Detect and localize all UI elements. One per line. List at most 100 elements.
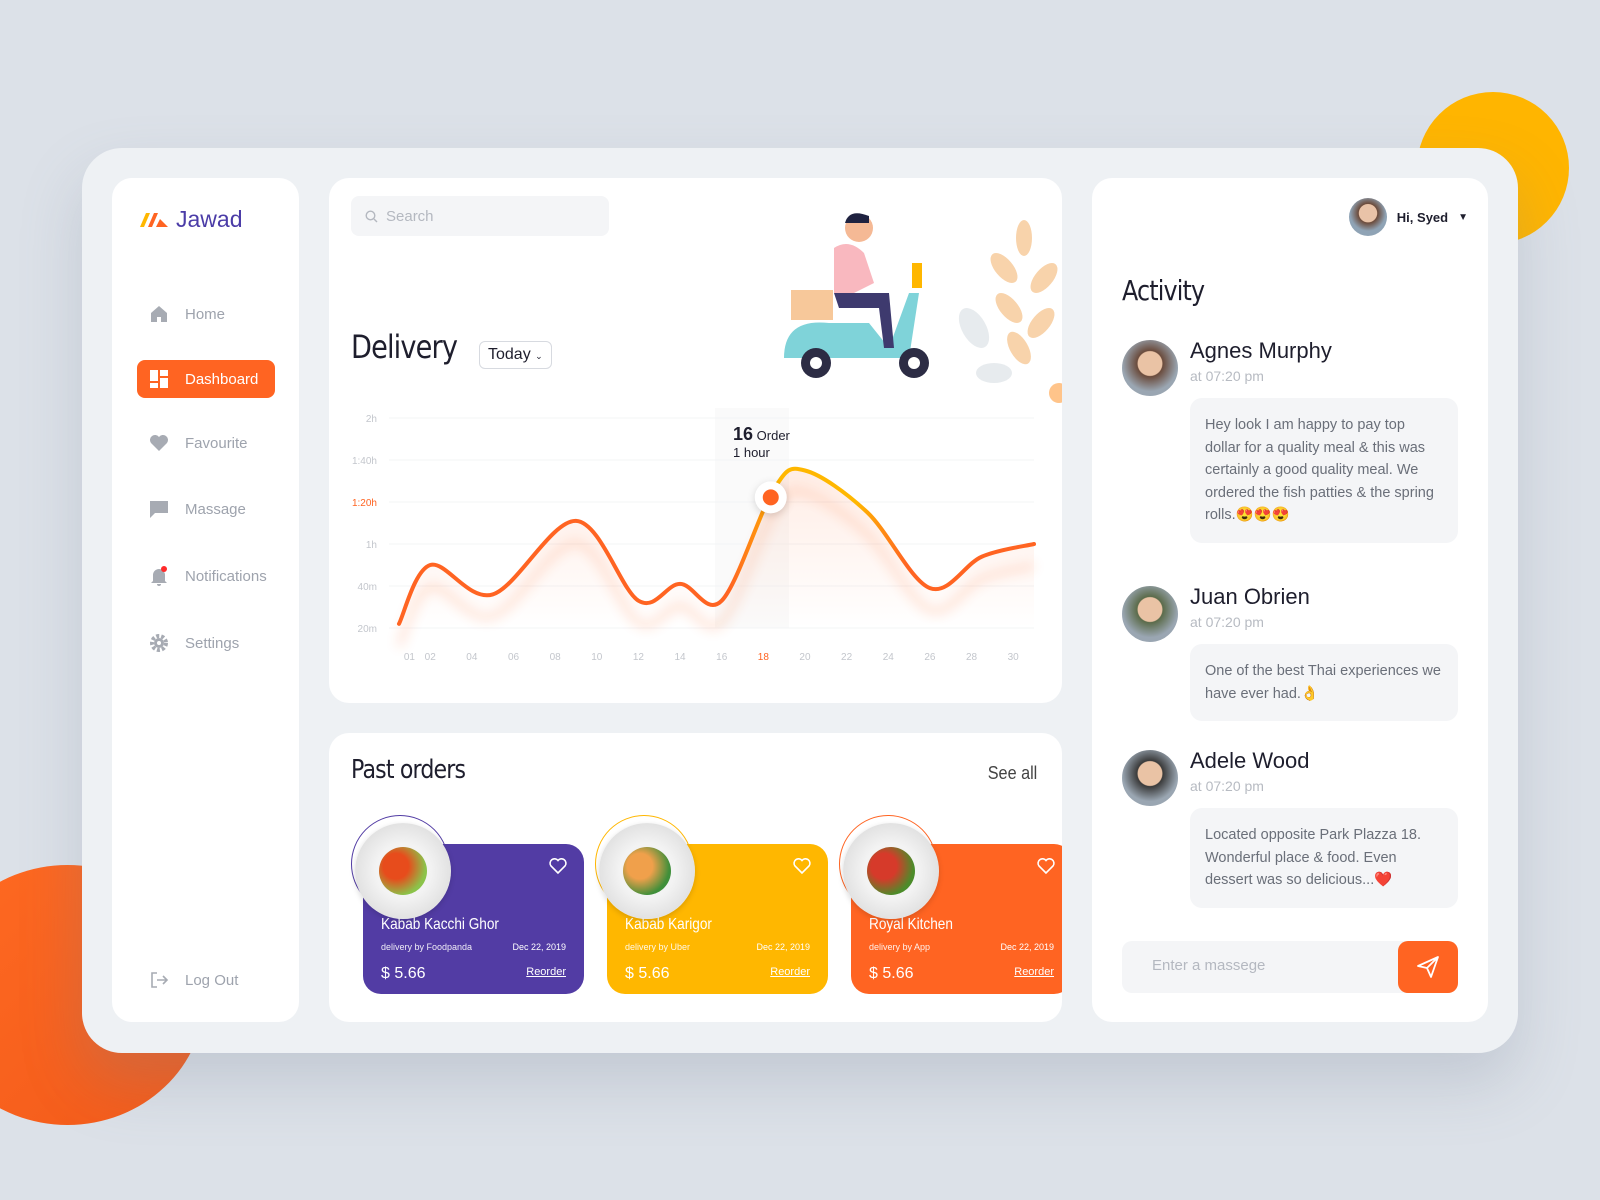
logout-label: Log Out [185,971,239,989]
logout-button[interactable]: Log Out [137,961,275,999]
period-dropdown[interactable]: Today ⌄ [479,341,552,369]
restaurant-name: Kabab Kacchi Ghor [381,916,499,933]
order-card[interactable]: Kabab Karigor delivery by Uber Dec 22, 2… [607,844,828,994]
chart-area-fill [399,468,1034,628]
delivery-line [397,466,1036,626]
sidebar-item-favourite[interactable]: Favourite [137,424,275,462]
logout-icon [151,972,169,988]
activity-user-name: Adele Wood [1190,748,1310,773]
favorite-heart-icon[interactable] [1036,856,1056,876]
sidebar-item-notifications[interactable]: Notifications [137,557,275,595]
user-menu[interactable]: Hi, Syed ▼ [1348,198,1468,236]
search-input[interactable]: Search [351,196,609,236]
period-value: Today [488,346,531,363]
dashboard-icon [150,370,168,388]
y-tick-label: 2h [366,414,377,425]
y-tick-label: 20m [358,624,377,635]
x-tick-label: 14 [675,652,687,663]
search-placeholder: Search [386,207,434,225]
caret-down-icon: ▼ [1458,211,1468,223]
activity-time: at 07:20 pm [1190,368,1264,384]
avatar [1122,750,1178,806]
x-tick-label: 26 [924,652,936,663]
brand-name: Jawad [176,206,243,232]
x-tick-label: 06 [508,652,520,663]
food-image [843,823,939,919]
x-tick-label: 02 [425,652,437,663]
x-tick-label: 16 [716,652,728,663]
logo[interactable]: Jawad [138,206,242,233]
x-tick-label: 01 [404,652,416,663]
delivery-provider: delivery by Foodpanda [381,942,473,952]
x-tick-label: 08 [550,652,562,663]
x-tick-label: 04 [466,652,478,663]
see-all-link[interactable]: See all [987,763,1038,783]
chevron-down-icon: ⌄ [535,351,543,361]
restaurant-name: Royal Kitchen [869,916,953,933]
logo-icon [140,212,168,227]
food-image [599,823,695,919]
reorder-link[interactable]: Reorder [770,966,810,978]
past-orders-title: Past orders [351,755,466,785]
restaurant-name: Kabab Karigor [625,916,712,933]
reorder-link[interactable]: Reorder [1014,966,1054,978]
avatar [1122,586,1178,642]
send-button[interactable] [1398,941,1458,993]
sidebar-item-label: Notifications [185,567,267,585]
bell-icon [151,566,167,586]
order-date: Dec 22, 2019 [756,942,810,952]
search-icon [365,209,378,222]
delivery-title: Delivery [351,328,458,366]
sidebar-item-label: Favourite [185,434,248,452]
activity-time: at 07:20 pm [1190,778,1264,794]
tooltip-count: 16 [733,424,754,444]
line-shadow [396,488,1035,647]
favorite-heart-icon[interactable] [548,856,568,876]
order-price: $ 5.66 [625,965,670,982]
sidebar-item-dashboard[interactable]: Dashboard [137,360,275,398]
reorder-link[interactable]: Reorder [526,966,566,978]
x-tick-label: 28 [966,652,978,663]
sidebar-item-label: Home [185,305,226,323]
y-tick-label: 1h [366,540,377,551]
activity-user-name: Agnes Murphy [1190,338,1332,363]
x-tick-label: 22 [841,652,853,663]
sidebar-item-label: Settings [185,634,240,652]
sidebar-item-settings[interactable]: Settings [137,624,275,662]
x-tick-label: 24 [883,652,895,663]
delivery-chart: 20m 40m 1h 1:20h 1:40h 2h 01 02 04 06 08 10 12 14 16 18… [352,408,1036,663]
activity-user-name: Juan Obrien [1190,584,1310,609]
highlight-point[interactable] [762,489,779,506]
sidebar-item-home[interactable]: Home [137,295,275,333]
chart-tooltip: 16 Order 1 hour [725,414,799,474]
food-image [355,823,451,919]
activity-panel: Hi, Syed ▼ Activity Agnes Murphy at 07:20… [1092,178,1488,1022]
past-orders-panel: Past orders See all Kabab Kacchi Ghor de… [329,733,1062,1022]
home-icon [151,306,167,322]
order-price: $ 5.66 [869,965,914,982]
heart-icon [150,435,168,451]
activity-message: One of the best Thai experiences we have… [1190,644,1458,721]
order-card[interactable]: Royal Kitchen delivery by App Dec 22, 20… [851,844,1062,994]
favorite-heart-icon[interactable] [792,856,812,876]
delivery-panel: Search Delivery Today ⌄ 20m 40m 1h 1:20h 1:4… [329,178,1062,703]
sidebar-item-massage[interactable]: Massage [137,490,275,528]
order-date: Dec 22, 2019 [1000,942,1054,952]
sidebar: Jawad Home Dashboard Favourite Massage N… [112,178,299,1022]
y-tick-label: 40m [358,582,377,593]
activity-title: Activity [1122,274,1205,307]
x-tick-label: 30 [1008,652,1020,663]
activity-time: at 07:20 pm [1190,614,1264,630]
message-icon [150,501,168,518]
tooltip-duration: 1 hour [733,445,770,460]
delivery-scooter-illustration [784,213,1062,403]
tooltip-unit: Order [756,428,790,443]
gear-icon [150,634,168,652]
x-tick-label: 12 [633,652,645,663]
user-avatar [1348,198,1387,236]
delivery-provider: delivery by App [869,942,931,952]
activity-message: Hey look I am happy to pay top dollar fo… [1190,398,1458,543]
user-greeting: Hi, Syed [1396,209,1449,225]
activity-message: Located opposite Park Plazza 18. Wonderf… [1190,808,1458,908]
sidebar-item-label: Massage [185,500,246,518]
